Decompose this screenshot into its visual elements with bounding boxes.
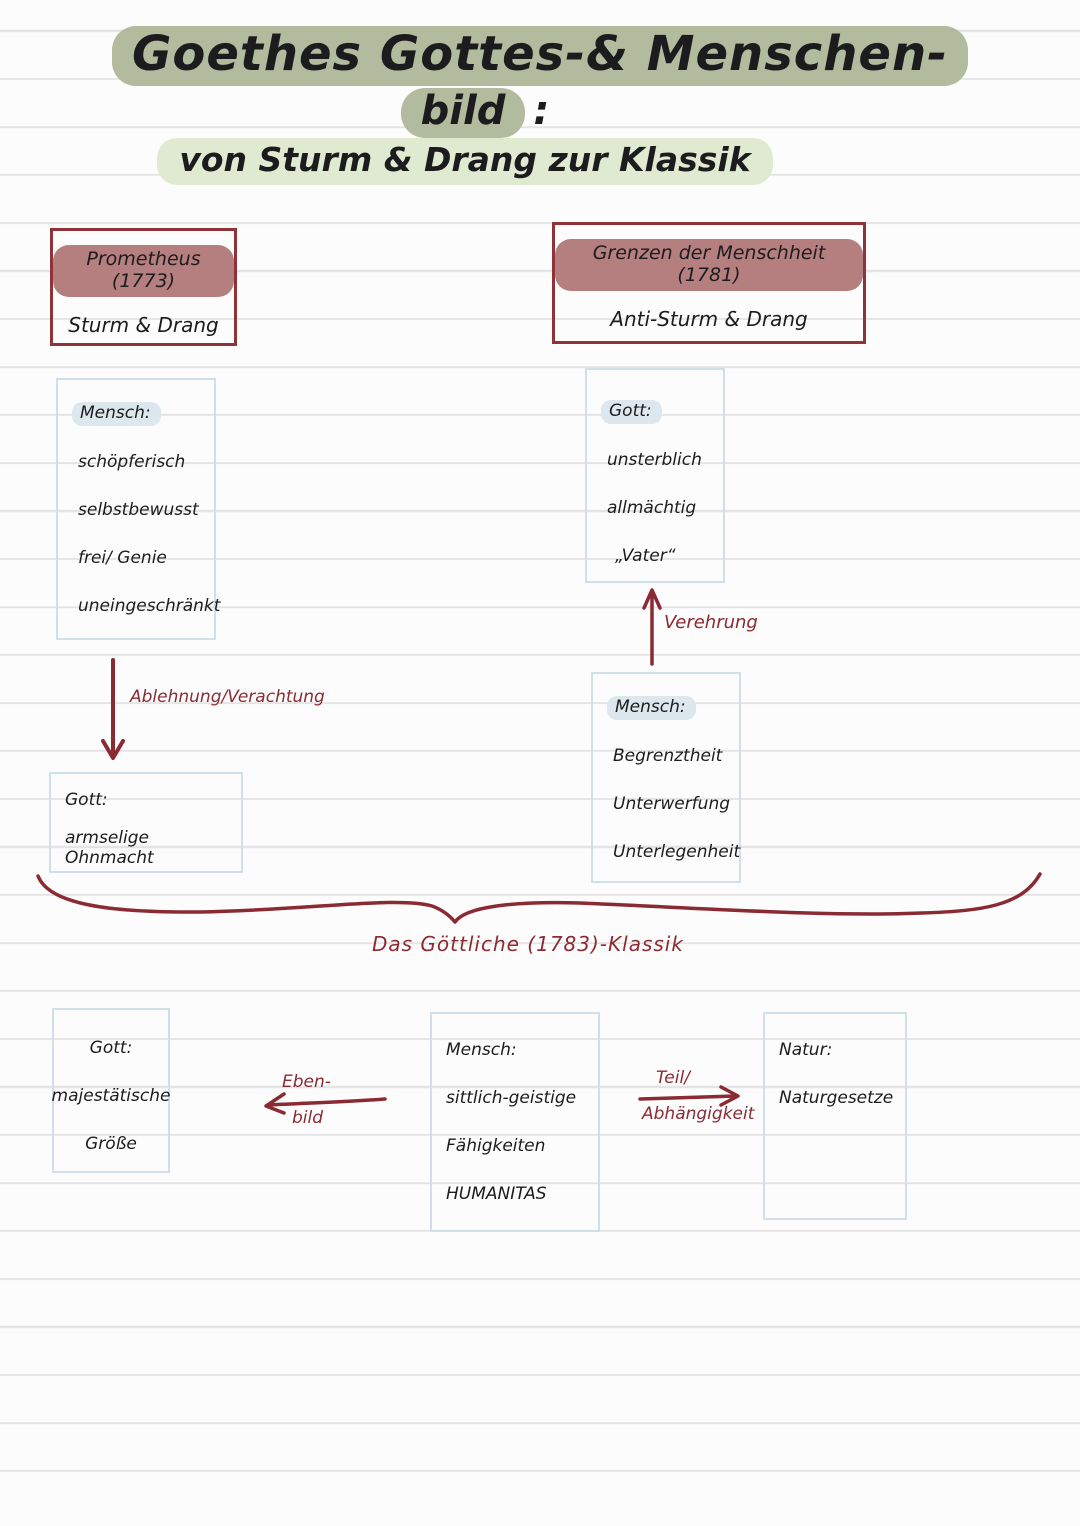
gott-klassik-heading-row: Gott: <box>601 388 715 436</box>
ebenbild-arrow-label-bottom: bild <box>292 1108 324 1128</box>
verehrung-arrow <box>642 588 662 666</box>
mensch-klassik-heading-row: Mensch: <box>607 684 731 732</box>
gott-klassik-heading: Gott: <box>601 400 662 424</box>
natur-goettliche-heading: Natur: <box>779 1040 833 1060</box>
mensch-klassik-box: Mensch: Begrenztheit Unterwerfung Unterl… <box>591 672 741 883</box>
list-item: unsterblich <box>607 450 702 470</box>
list-item: sittlich-geistige <box>446 1088 577 1108</box>
teil-arrow <box>638 1085 740 1107</box>
page-subtitle: von Sturm & Drang zur Klassik <box>0 138 930 185</box>
list-item: selbstbewusst <box>78 500 199 520</box>
title-highlight: Goethes Gottes-& Menschen- <box>111 26 969 86</box>
curly-brace <box>36 872 1042 924</box>
grenzen-box: Grenzen der Menschheit (1781) Anti-Sturm… <box>552 222 866 344</box>
mensch-goettliche-heading: Mensch: <box>446 1040 517 1060</box>
list-item: uneingeschränkt <box>78 596 221 616</box>
list-item: Größe <box>85 1134 137 1154</box>
page-title: Goethes Gottes-& Menschen- <box>0 26 1080 86</box>
gott-sturm-heading: Gott: <box>65 790 108 810</box>
gott-klassik-box: Gott: unsterblich allmächtig „Vater“ <box>585 368 725 583</box>
ablehnung-arrow <box>101 658 125 760</box>
list-item: schöpferisch <box>78 452 186 472</box>
teil-arrow-label-top: Teil/ <box>656 1068 690 1088</box>
list-item: Unterwerfung <box>613 794 731 814</box>
gott-goettliche-box: Gott: majestätische Größe <box>52 1008 170 1173</box>
gott-goettliche-heading: Gott: <box>89 1038 133 1058</box>
list-item: Unterlegenheit <box>613 842 741 862</box>
prometheus-box-subtitle: Sturm & Drang <box>68 313 219 337</box>
mensch-sturm-heading-row: Mensch: <box>72 390 206 438</box>
verehrung-arrow-label: Verehrung <box>664 612 758 633</box>
teil-arrow-label-bottom: Abhängigkeit <box>642 1104 755 1124</box>
gott-sturm-box: Gott: armselige Ohnmacht <box>49 772 243 873</box>
brace-label: Das Göttliche (1783)-Klassik <box>372 932 684 956</box>
mensch-sturm-heading: Mensch: <box>72 402 161 426</box>
list-item: HUMANITAS <box>446 1184 547 1204</box>
list-item: Fähigkeiten <box>446 1136 546 1156</box>
list-item: Begrenztheit <box>613 746 723 766</box>
mensch-sturm-box: Mensch: schöpferisch selbstbewusst frei/… <box>56 378 221 640</box>
list-item: majestätische <box>51 1086 171 1106</box>
list-item: allmächtig <box>607 498 697 518</box>
page-title-line2: bild: <box>0 88 950 138</box>
list-item: frei/ Genie <box>78 548 167 568</box>
grenzen-box-subtitle: Anti-Sturm & Drang <box>610 307 808 331</box>
ebenbild-arrow <box>264 1092 387 1115</box>
prometheus-box-title: Prometheus (1773) <box>53 245 234 297</box>
grenzen-box-title: Grenzen der Menschheit (1781) <box>555 239 863 291</box>
prometheus-box: Prometheus (1773) Sturm & Drang <box>50 228 237 346</box>
natur-goettliche-box: Natur: Naturgesetze <box>763 1012 907 1220</box>
list-item: armselige Ohnmacht <box>65 828 154 868</box>
title-line2-highlight: bild <box>400 88 526 138</box>
mensch-goettliche-box: Mensch: sittlich-geistige Fähigkeiten HU… <box>430 1012 600 1232</box>
list-item: Naturgesetze <box>779 1088 894 1108</box>
list-item: „Vater“ <box>615 546 676 566</box>
ablehnung-arrow-label: Ablehnung/Verachtung <box>130 687 325 707</box>
mensch-klassik-heading: Mensch: <box>607 696 696 720</box>
ebenbild-arrow-label-top: Eben- <box>282 1072 331 1092</box>
title-colon: : <box>533 88 550 134</box>
subtitle-highlight: von Sturm & Drang zur Klassik <box>157 138 773 185</box>
